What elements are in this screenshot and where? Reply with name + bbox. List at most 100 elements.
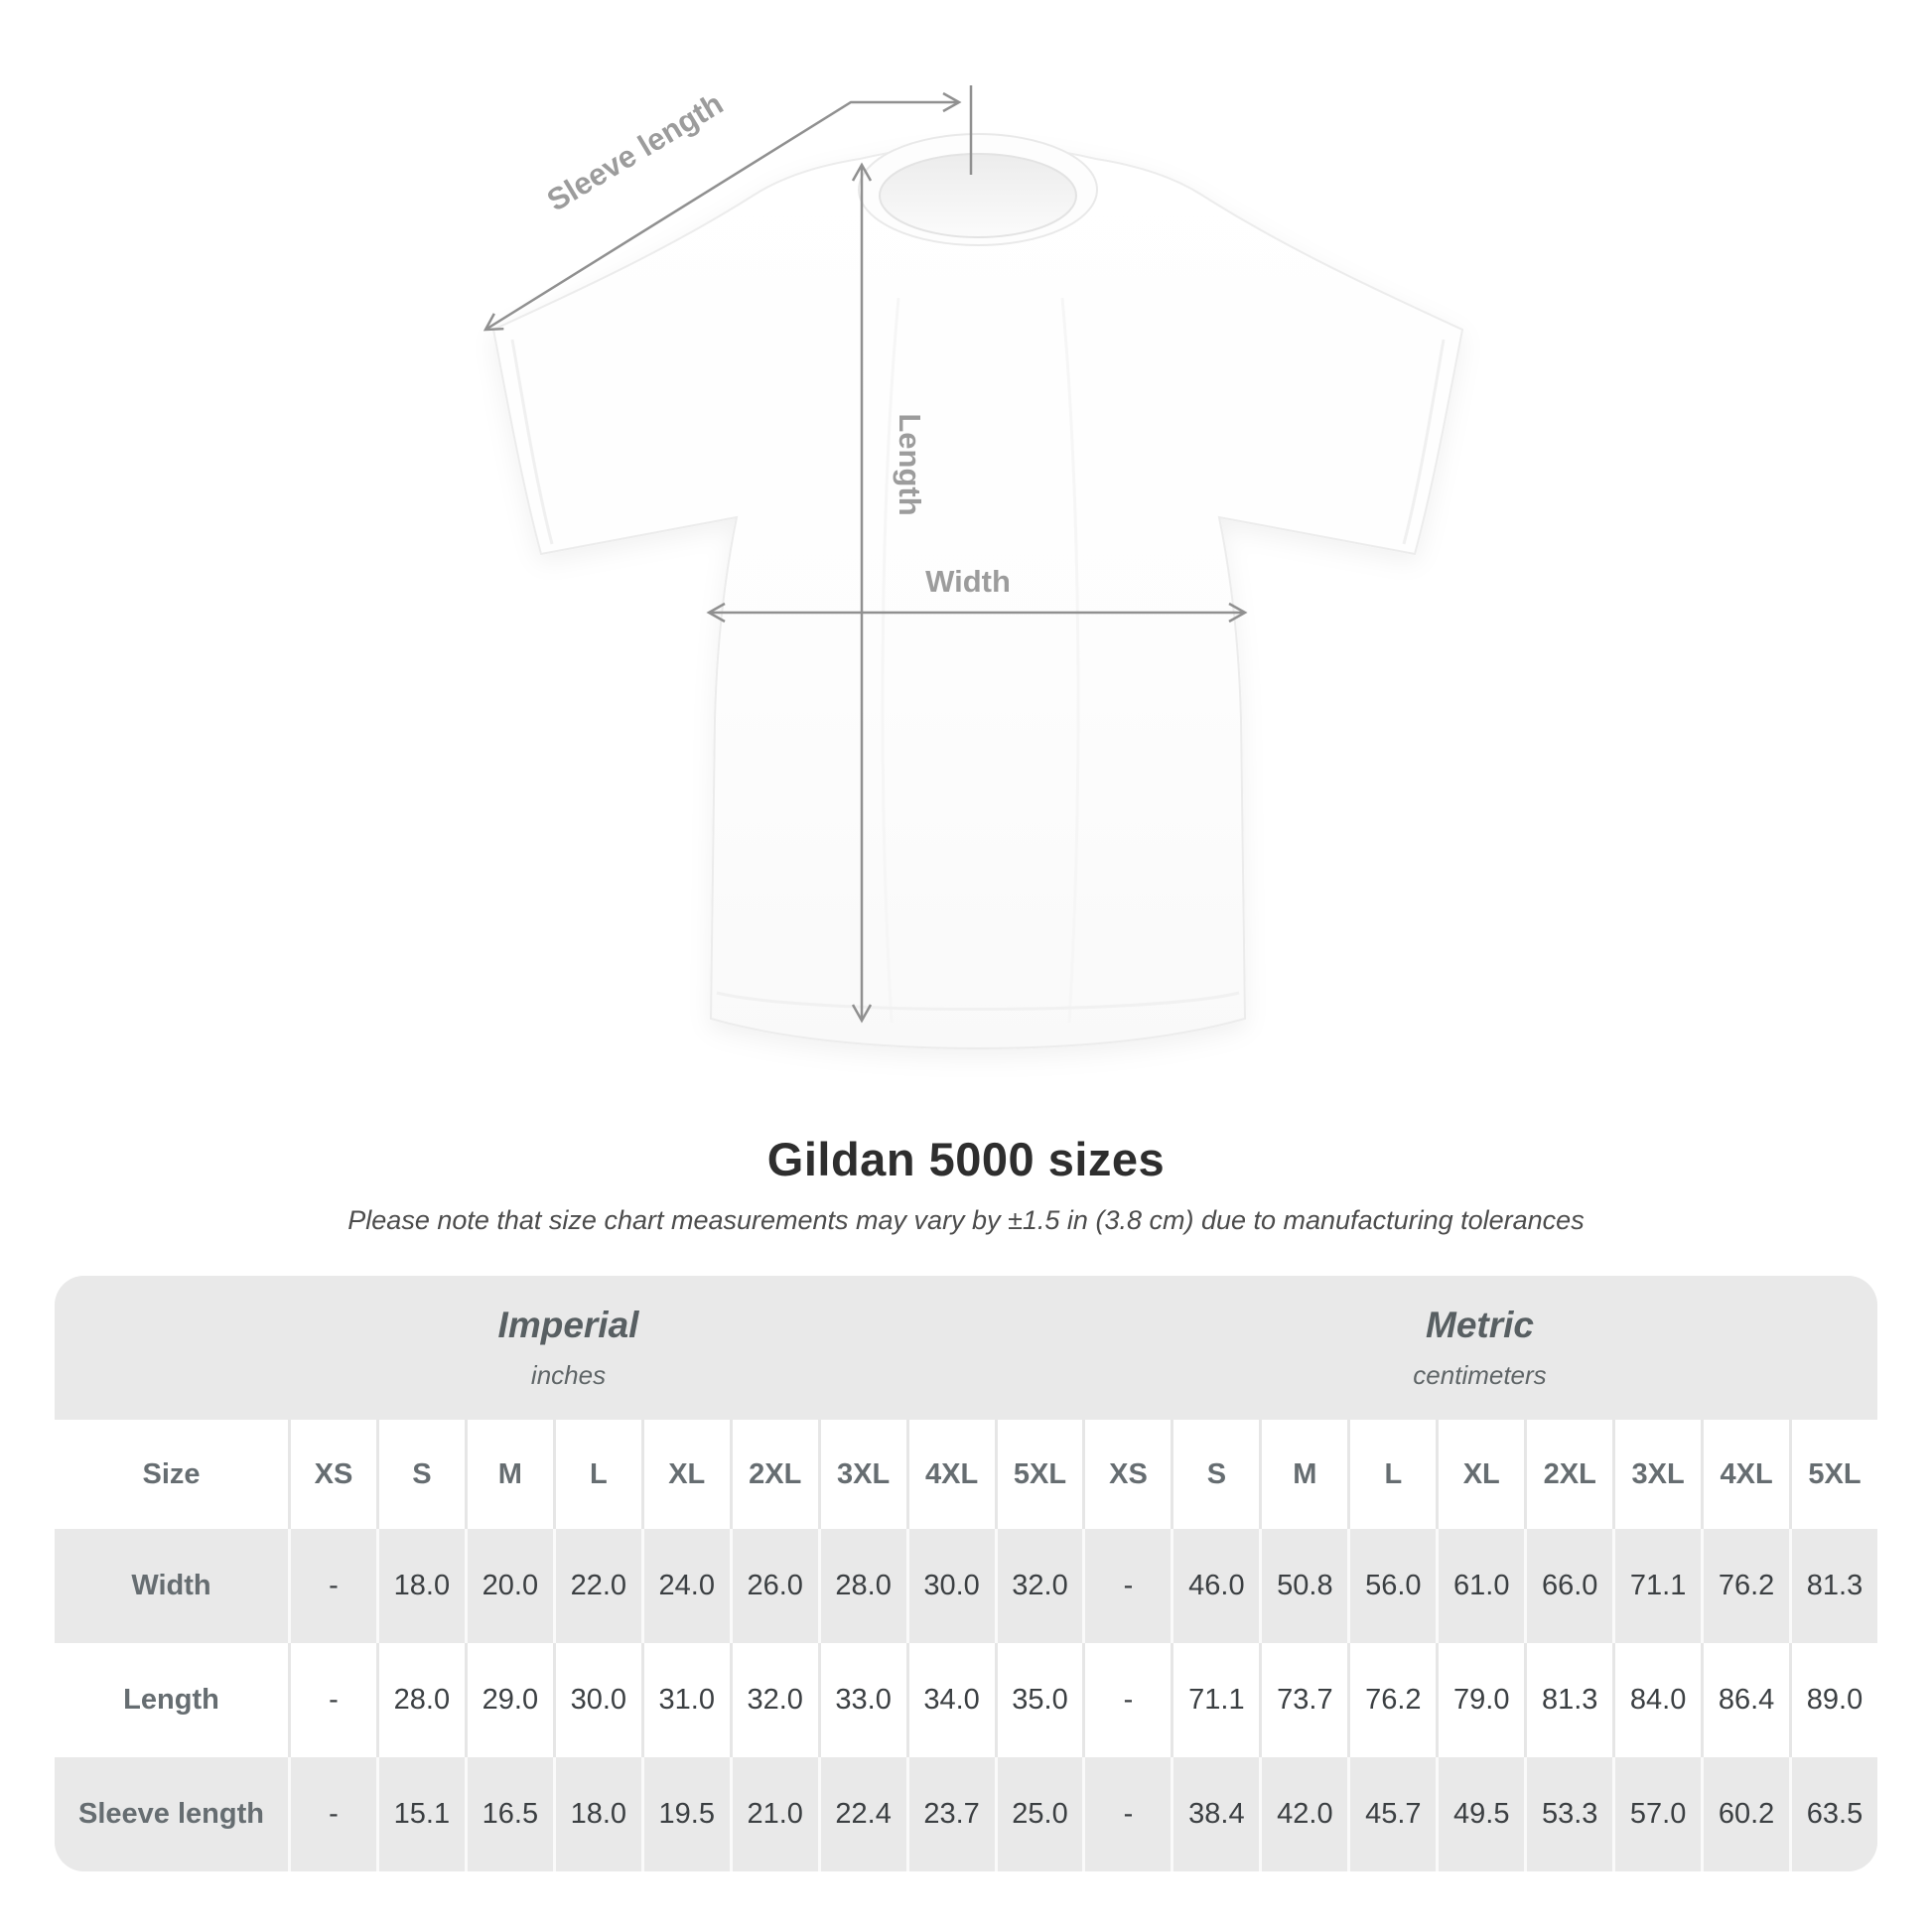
measurement-annotations	[483, 85, 1248, 1024]
width-metric-value: 46.0	[1171, 1529, 1260, 1643]
sleeve-metric-value: 63.5	[1789, 1757, 1877, 1871]
sleeve-imperial-value: -	[288, 1757, 376, 1871]
width-metric-value: 61.0	[1436, 1529, 1525, 1643]
length-metric-value: 81.3	[1524, 1643, 1613, 1757]
size-header-imperial: M	[464, 1420, 553, 1529]
size-header-metric: XS	[1082, 1420, 1172, 1529]
left-sleeve-seam	[510, 339, 554, 545]
size-header-metric: L	[1347, 1420, 1437, 1529]
length-imperial-value: 33.0	[817, 1643, 906, 1757]
size-header-metric: S	[1171, 1420, 1260, 1529]
length-imperial-value: 30.0	[552, 1643, 641, 1757]
size-table: Imperial inches Metric centimeters Size …	[55, 1276, 1877, 1871]
length-metric-value: 89.0	[1789, 1643, 1877, 1757]
size-header-metric: 2XL	[1524, 1420, 1613, 1529]
sleeve-metric-value: -	[1082, 1757, 1172, 1871]
table-row-length: Length - 28.0 29.0 30.0 31.0 32.0 33.0 3…	[55, 1643, 1877, 1757]
length-imperial-value: -	[288, 1643, 376, 1757]
length-imperial-value: 28.0	[375, 1643, 465, 1757]
sleeve-length-arrow	[483, 91, 962, 332]
width-label: Width	[925, 564, 1011, 599]
width-imperial-value: 20.0	[464, 1529, 553, 1643]
width-metric-value: 66.0	[1524, 1529, 1613, 1643]
width-imperial-value: 26.0	[729, 1529, 818, 1643]
length-metric-value: 86.4	[1701, 1643, 1790, 1757]
imperial-group-name: Imperial	[497, 1305, 639, 1345]
right-sleeve-seam	[1402, 339, 1446, 545]
table-header-row: Size XS S M L XL 2XL 3XL 4XL 5XL XS S M …	[55, 1420, 1877, 1529]
sleeve-imperial-value: 18.0	[552, 1757, 641, 1871]
width-metric-value: 76.2	[1701, 1529, 1790, 1643]
width-imperial-value: 22.0	[552, 1529, 641, 1643]
length-metric-value: 79.0	[1436, 1643, 1525, 1757]
sleeve-imperial-value: 22.4	[817, 1757, 906, 1871]
length-imperial-value: 29.0	[464, 1643, 553, 1757]
size-header-imperial: XL	[640, 1420, 730, 1529]
unit-group-band: Imperial inches Metric centimeters	[55, 1276, 1877, 1420]
heading-block: Gildan 5000 sizes Please note that size …	[0, 1132, 1932, 1236]
width-imperial-value: -	[288, 1529, 376, 1643]
size-header-metric: M	[1259, 1420, 1348, 1529]
row-label: Width	[55, 1529, 288, 1643]
length-metric-value: 71.1	[1171, 1643, 1260, 1757]
body-fold-right	[1060, 297, 1080, 1024]
tshirt-measurement-diagram: Sleeve length Length Width	[483, 85, 1464, 1050]
page-title: Gildan 5000 sizes	[766, 1133, 1166, 1185]
size-header-metric: XL	[1436, 1420, 1525, 1529]
width-imperial-value: 32.0	[994, 1529, 1083, 1643]
metric-group-name: Metric	[1426, 1305, 1534, 1345]
sleeve-metric-value: 53.3	[1524, 1757, 1613, 1871]
size-header-imperial: L	[552, 1420, 641, 1529]
size-header-imperial: 5XL	[994, 1420, 1083, 1529]
table-row-width: Width - 18.0 20.0 22.0 24.0 26.0 28.0 30…	[55, 1529, 1877, 1643]
size-header-imperial: 4XL	[905, 1420, 995, 1529]
width-metric-value: 71.1	[1612, 1529, 1702, 1643]
imperial-group-header: Imperial inches	[55, 1276, 1082, 1420]
size-header-imperial: S	[375, 1420, 465, 1529]
hem-stitch	[716, 991, 1240, 1011]
sleeve-imperial-value: 21.0	[729, 1757, 818, 1871]
width-metric-value: -	[1082, 1529, 1172, 1643]
sleeve-metric-value: 49.5	[1436, 1757, 1525, 1871]
length-imperial-value: 31.0	[640, 1643, 730, 1757]
body-fold-left	[881, 297, 900, 1024]
sleeve-length-label: Sleeve length	[541, 86, 729, 218]
size-header-metric: 3XL	[1612, 1420, 1702, 1529]
sleeve-metric-value: 38.4	[1171, 1757, 1260, 1871]
width-imperial-value: 28.0	[817, 1529, 906, 1643]
length-imperial-value: 35.0	[994, 1643, 1083, 1757]
table-row-sleeve-length: Sleeve length - 15.1 16.5 18.0 19.5 21.0…	[55, 1757, 1877, 1871]
width-metric-value: 56.0	[1347, 1529, 1437, 1643]
length-label: Length	[893, 413, 927, 515]
width-metric-value: 50.8	[1259, 1529, 1348, 1643]
sleeve-imperial-value: 23.7	[905, 1757, 995, 1871]
length-metric-value: 73.7	[1259, 1643, 1348, 1757]
row-label: Length	[55, 1643, 288, 1757]
size-header-metric: 5XL	[1789, 1420, 1877, 1529]
sleeve-metric-value: 57.0	[1612, 1757, 1702, 1871]
size-header-imperial: 3XL	[817, 1420, 906, 1529]
tshirt-svg: Sleeve length Length Width	[483, 85, 1464, 1050]
imperial-group-unit: inches	[530, 1360, 607, 1390]
sleeve-imperial-value: 25.0	[994, 1757, 1083, 1871]
collar-opening	[879, 153, 1077, 238]
size-column-header: Size	[55, 1420, 288, 1529]
metric-group-header: Metric centimeters	[1082, 1276, 1877, 1420]
metric-group-unit: centimeters	[1413, 1360, 1547, 1390]
size-header-metric: 4XL	[1701, 1420, 1790, 1529]
width-imperial-value: 30.0	[905, 1529, 995, 1643]
size-header-imperial: 2XL	[729, 1420, 818, 1529]
sleeve-metric-value: 42.0	[1259, 1757, 1348, 1871]
page-subtitle: Please note that size chart measurements…	[347, 1205, 1585, 1235]
length-metric-value: 76.2	[1347, 1643, 1437, 1757]
sleeve-metric-value: 45.7	[1347, 1757, 1437, 1871]
sleeve-imperial-value: 16.5	[464, 1757, 553, 1871]
width-imperial-value: 18.0	[375, 1529, 465, 1643]
length-metric-value: -	[1082, 1643, 1172, 1757]
length-imperial-value: 32.0	[729, 1643, 818, 1757]
length-imperial-value: 34.0	[905, 1643, 995, 1757]
sleeve-metric-value: 60.2	[1701, 1757, 1790, 1871]
sleeve-imperial-value: 15.1	[375, 1757, 465, 1871]
length-metric-value: 84.0	[1612, 1643, 1702, 1757]
